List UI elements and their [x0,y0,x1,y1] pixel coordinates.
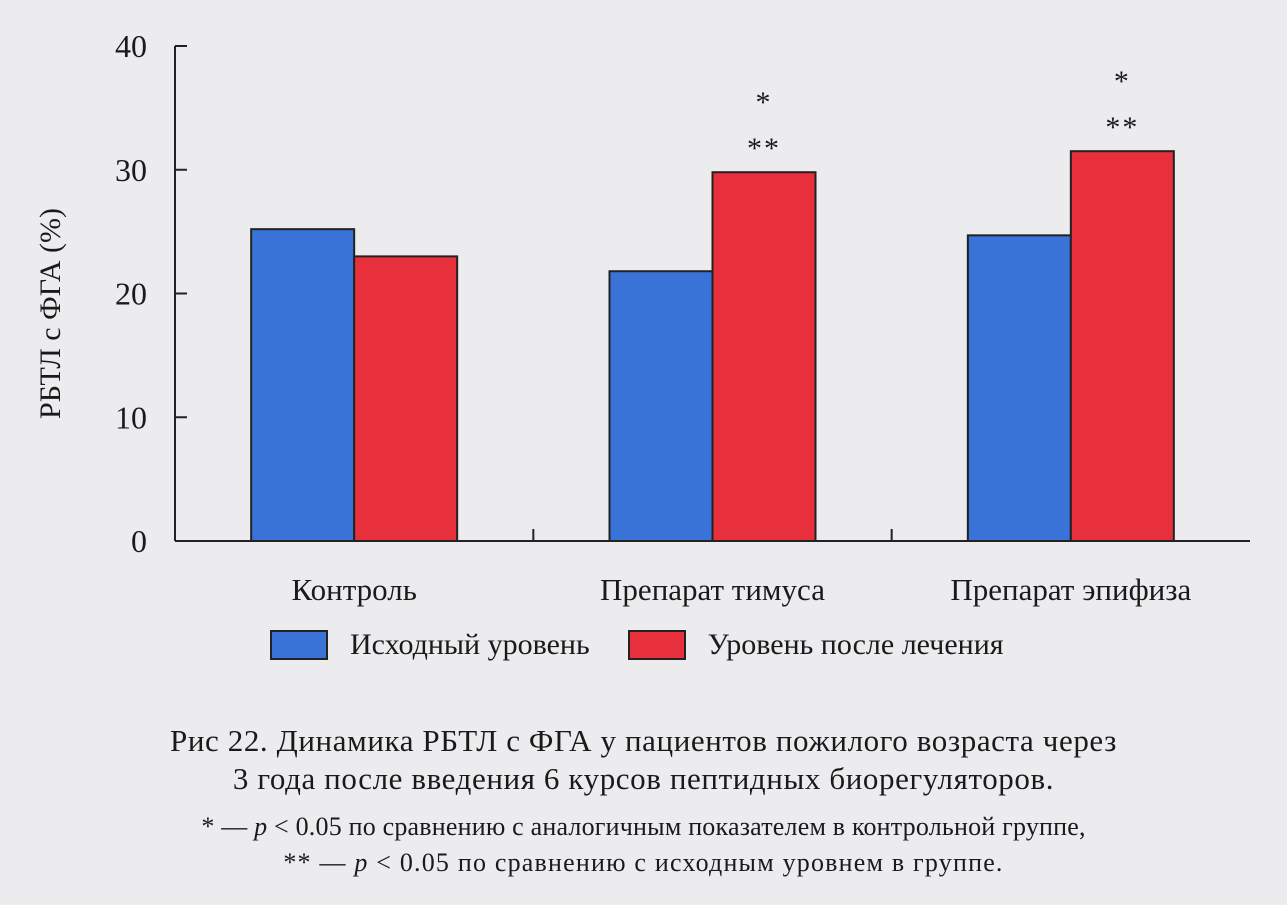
legend-swatch-after-treatment [627,630,686,660]
y-tick-label: 20 [115,276,147,312]
y-axis-title: РБТЛ с ФГА (%) [34,208,67,419]
footnote-text: < 0.05 по сравнению с исходным уровнем в… [368,848,1004,877]
bar-after-treatment [1069,150,1175,542]
y-tick-label: 0 [131,523,147,559]
figure-caption-line-2: 3 года после введения 6 курсов пептидных… [232,761,1055,796]
bar-after-treatment [711,171,817,542]
x-tick-label: Препарат эпифиза [950,572,1191,607]
p-symbol: p [254,812,268,841]
footnote-single-asterisk: * — p < 0.05 по сравнению с аналогичным … [0,812,1287,842]
legend-swatch-baseline [270,630,328,660]
significance-marker: * [1114,65,1131,98]
bar-baseline [966,234,1072,542]
p-symbol: p [354,848,369,877]
bar-after-treatment [353,255,459,542]
footnote-double-asterisk: ** — p < 0.05 по сравнению с исходным ур… [0,848,1287,878]
legend-label-after-treatment: Уровень после лечения [707,628,1004,661]
y-tick-label: 40 [115,28,147,64]
footnote-mark: * — [201,812,255,841]
bar-baseline [250,228,356,542]
significance-marker: ** [747,132,781,165]
legend-item-after-treatment: Уровень после лечения [627,628,1004,662]
chart-legend: Исходный уровень Уровень после лечения [270,628,1004,662]
x-tick-label: Препарат тимуса [600,572,825,607]
x-tick-label: Контроль [291,572,416,607]
y-tick-label: 10 [115,399,147,435]
figure-caption-line-1: Рис 22. Динамика РБТЛ с ФГА у пациентов … [169,723,1118,758]
y-tick-label: 30 [115,152,147,188]
bar-baseline [608,270,714,542]
significance-marker: ** [1105,111,1139,144]
footnote-text: < 0.05 по сравнению с аналогичным показа… [267,812,1086,841]
significance-marker: * [756,86,773,119]
legend-label-baseline: Исходный уровень [350,628,590,661]
legend-item-baseline: Исходный уровень [270,628,590,662]
footnote-mark: ** — [283,848,355,877]
